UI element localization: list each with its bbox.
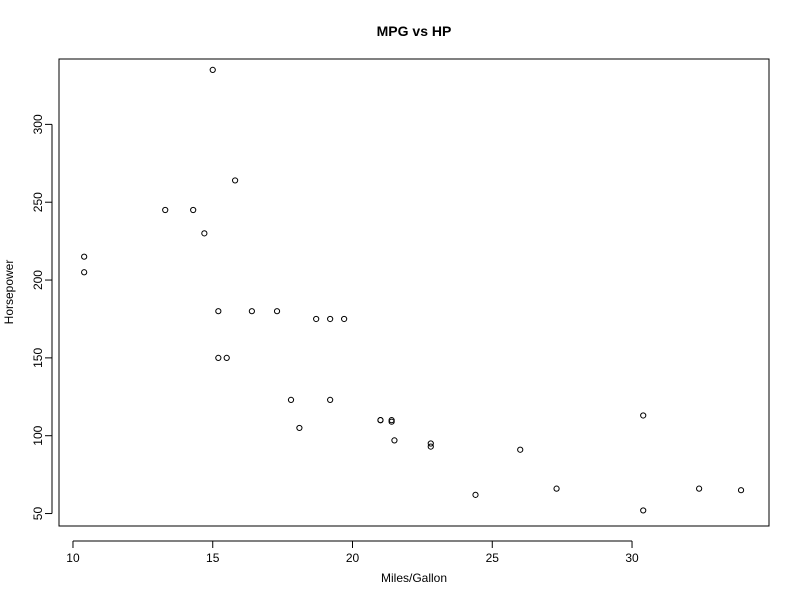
x-tick-label: 15 [206,551,220,565]
x-axis: 10 15 20 25 30 [66,540,639,565]
data-point [427,440,434,447]
data-point [81,269,88,276]
y-tick-label: 300 [31,114,45,134]
data-point [517,446,524,453]
data-point [81,253,88,260]
data-point [215,354,222,361]
data-point [201,230,208,237]
y-tick-label: 200 [31,270,45,290]
data-point [640,507,647,514]
x-tick-label: 10 [66,551,80,565]
data-point [313,315,320,323]
x-tick-label: 25 [486,551,500,565]
data-point [273,308,281,315]
y-tick-label: 100 [31,425,45,445]
data-point [696,485,703,492]
y-axis-label: Horsepower [2,260,16,325]
data-point [553,485,560,492]
x-axis-label: Miles/Gallon [381,571,447,585]
data-point [209,66,216,73]
chart-title: MPG vs HP [377,23,452,39]
data-point [377,417,384,424]
data-point [287,396,295,404]
y-tick-label: 250 [31,192,45,212]
y-axis: 50 100 150 200 250 300 [31,114,53,521]
data-point [472,491,479,498]
data-points [81,66,745,514]
data-point [427,443,434,450]
data-point [341,315,348,323]
x-tick-label: 20 [346,551,360,565]
data-point [327,315,334,323]
plot-area-frame [58,58,770,527]
y-tick-label: 50 [31,507,45,521]
data-point [215,308,222,315]
data-point [327,396,334,404]
data-point [391,437,398,444]
data-point [737,487,745,494]
data-point [162,206,169,214]
data-point [190,206,197,214]
y-tick-label: 150 [31,348,45,368]
data-point [640,412,647,419]
data-point [248,308,255,315]
data-point [388,418,395,425]
data-point [296,424,303,432]
x-tick-label: 30 [625,551,639,565]
data-point [223,354,230,361]
data-point [232,177,239,184]
